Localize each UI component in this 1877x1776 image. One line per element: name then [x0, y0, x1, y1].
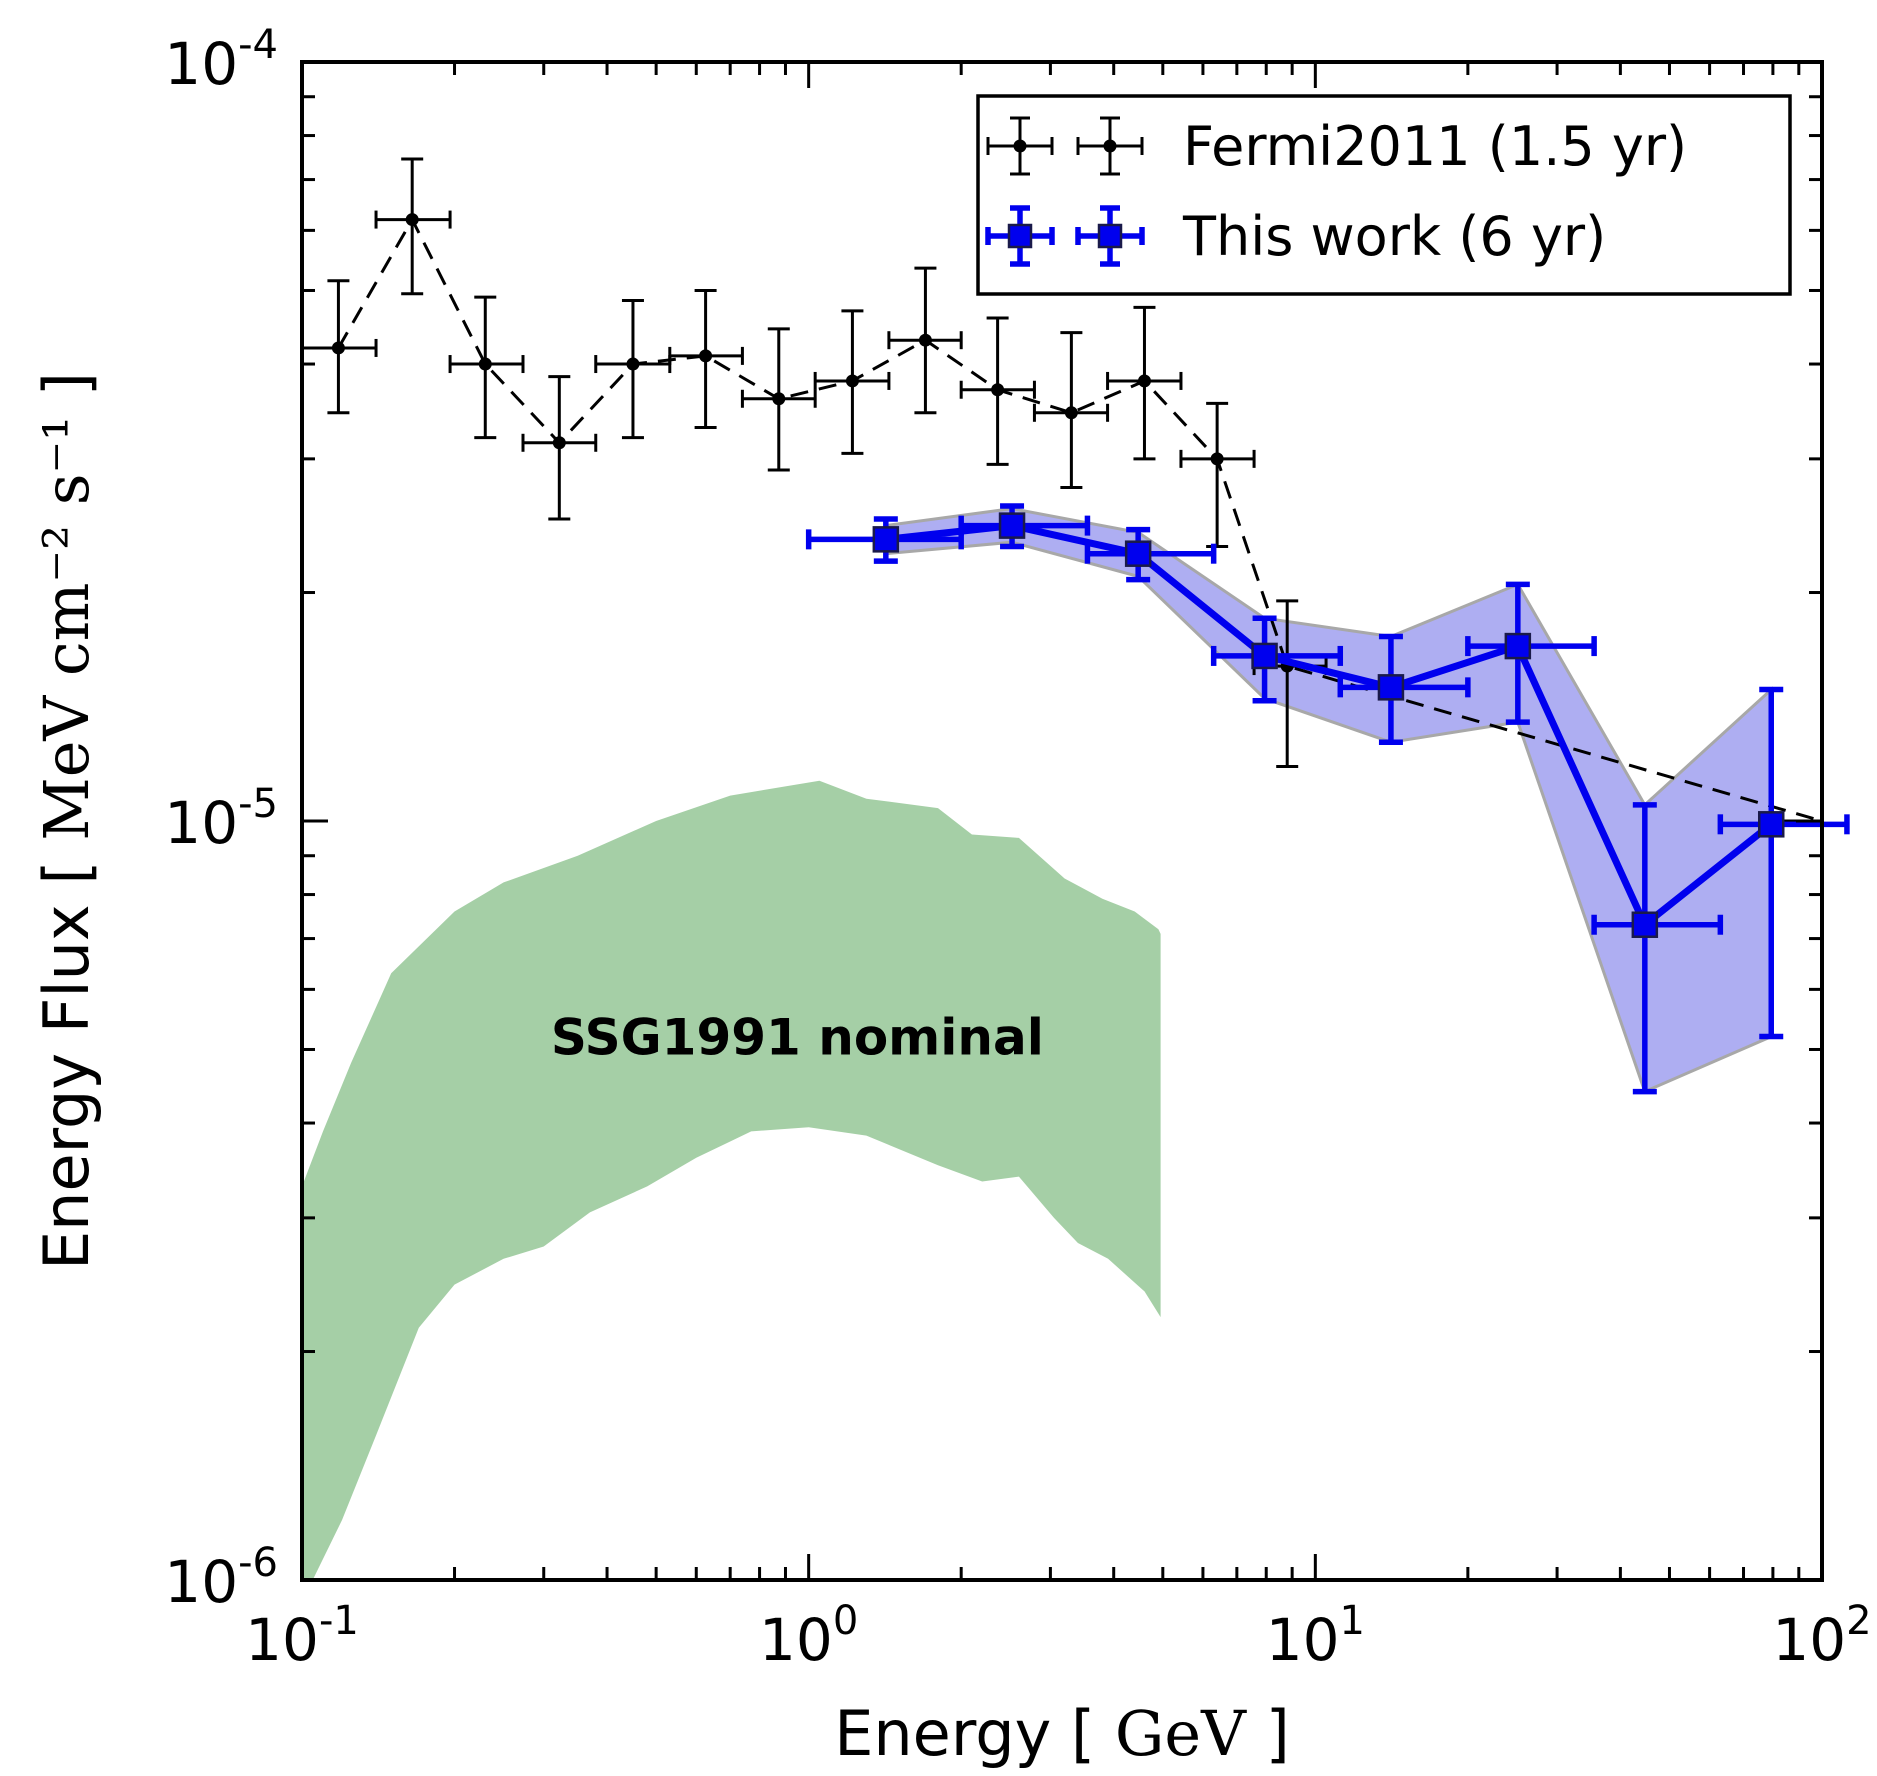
fermi2011-point	[300, 279, 378, 415]
this-work-marker	[1251, 642, 1278, 670]
x-tick-base: 10	[1772, 1606, 1846, 1674]
legend-marker	[1007, 223, 1033, 249]
this-work-marker	[998, 512, 1026, 539]
x-tick-exp: 2	[1846, 1598, 1871, 1644]
this-work-line	[885, 522, 1774, 929]
x-tick-label: 101	[1266, 1598, 1365, 1674]
legend-entry: Fermi2011 (1.5 yr)	[986, 115, 1687, 178]
fermi2011-marker	[1210, 452, 1224, 466]
fermi2011-point	[1179, 401, 1256, 548]
fermi2011-point	[740, 327, 817, 472]
x-tick-base: 10	[1266, 1606, 1340, 1674]
legend-label: This work (6 yr)	[1182, 205, 1606, 268]
x-tick-base: 10	[245, 1606, 319, 1674]
y-tick-base: 10	[164, 1548, 238, 1616]
region-label: SSG1991 nominal	[551, 1009, 1044, 1067]
y-tick-base: 10	[164, 30, 238, 98]
legend-label: Fermi2011 (1.5 yr)	[1183, 115, 1687, 178]
fermi2011-marker	[991, 383, 1005, 397]
fermi2011-point	[374, 157, 452, 296]
y-tick-label: 10-4	[164, 22, 278, 98]
this-work-marker	[1757, 811, 1785, 838]
fermi2011-marker	[845, 374, 859, 388]
x-axis-label-unit: GeV	[1115, 1697, 1247, 1770]
x-tick-label: 10-1	[245, 1598, 359, 1674]
this-work-point	[805, 516, 964, 564]
fermi2011-marker	[626, 357, 640, 371]
this-work-point	[1717, 686, 1850, 1040]
legend-marker	[1097, 223, 1123, 249]
y-axis-label: Energy Flux [ MeV cm⁻² s⁻¹ ]	[30, 372, 103, 1270]
this-work-point	[1337, 633, 1471, 745]
y-tick-label: 10-6	[164, 1540, 278, 1616]
x-tick-exp: 1	[1340, 1598, 1365, 1644]
fermi2011-point	[1106, 305, 1183, 461]
fermi2011-series-layer	[300, 157, 1824, 830]
x-tick-exp: 0	[833, 1598, 858, 1644]
y-tick-exp: -6	[238, 1540, 278, 1586]
x-tick-label: 100	[759, 1598, 858, 1674]
this-work-marker	[1377, 674, 1405, 701]
fermi2011-marker	[918, 333, 932, 347]
this-work-marker	[1504, 632, 1532, 660]
y-tick-base: 10	[164, 789, 238, 857]
fermi2011-marker	[1064, 406, 1078, 420]
legend-box	[976, 94, 1792, 296]
fermi2011-point	[1032, 331, 1110, 490]
fermi2011-point	[448, 295, 525, 440]
fermi2011-marker	[772, 392, 786, 406]
x-axis-label-close: ]	[1246, 1697, 1290, 1770]
legend-entry: This work (6 yr)	[985, 205, 1606, 268]
fermi2011-point	[959, 316, 1036, 466]
this-work-point	[1210, 615, 1344, 704]
fermi2011-point	[813, 309, 891, 455]
y-axis-label-unit: MeV cm⁻² s⁻¹	[30, 416, 103, 841]
y-axis-label-main: Energy Flux [	[30, 841, 103, 1270]
ssg1991-region-layer	[302, 780, 1161, 1580]
x-tick-base: 10	[759, 1606, 833, 1674]
fermi2011-point	[521, 375, 598, 521]
y-axis-label-close: ]	[30, 372, 103, 416]
x-axis-label: Energy [ GeV ]	[834, 1697, 1290, 1770]
this-work-point	[1465, 581, 1597, 725]
fermi2011-marker	[1137, 374, 1151, 388]
fermi2011-point	[594, 299, 672, 440]
fermi2011-marker	[478, 357, 492, 371]
legend-marker	[1103, 139, 1117, 153]
legend: Fermi2011 (1.5 yr) This work (6 yr)	[976, 94, 1792, 296]
fermi2011-point	[887, 266, 963, 415]
legend-marker	[1013, 139, 1027, 153]
fermi2011-point	[668, 288, 744, 429]
fermi2011-marker	[331, 341, 345, 355]
x-tick-exp: -1	[319, 1598, 359, 1644]
ssg1991-region	[302, 780, 1161, 1580]
this-work-marker	[1631, 911, 1659, 938]
x-axis-label-main: Energy [	[834, 1697, 1115, 1770]
y-tick-exp: -5	[238, 781, 278, 827]
this-work-marker	[872, 526, 900, 553]
this-work-point	[958, 503, 1091, 550]
y-tick-exp: -4	[238, 22, 278, 68]
this-work-point	[1084, 526, 1217, 583]
fermi2011-marker	[405, 213, 419, 227]
this-work-point	[1591, 802, 1724, 1095]
y-tick-label: 10-5	[164, 781, 278, 857]
x-tick-label: 102	[1772, 1598, 1871, 1674]
this-work-series-layer	[805, 503, 1850, 1095]
this-work-marker	[1124, 540, 1152, 567]
fermi2011-marker	[699, 349, 713, 363]
axes-layer	[300, 60, 1824, 1582]
fermi2011-marker	[552, 436, 566, 450]
